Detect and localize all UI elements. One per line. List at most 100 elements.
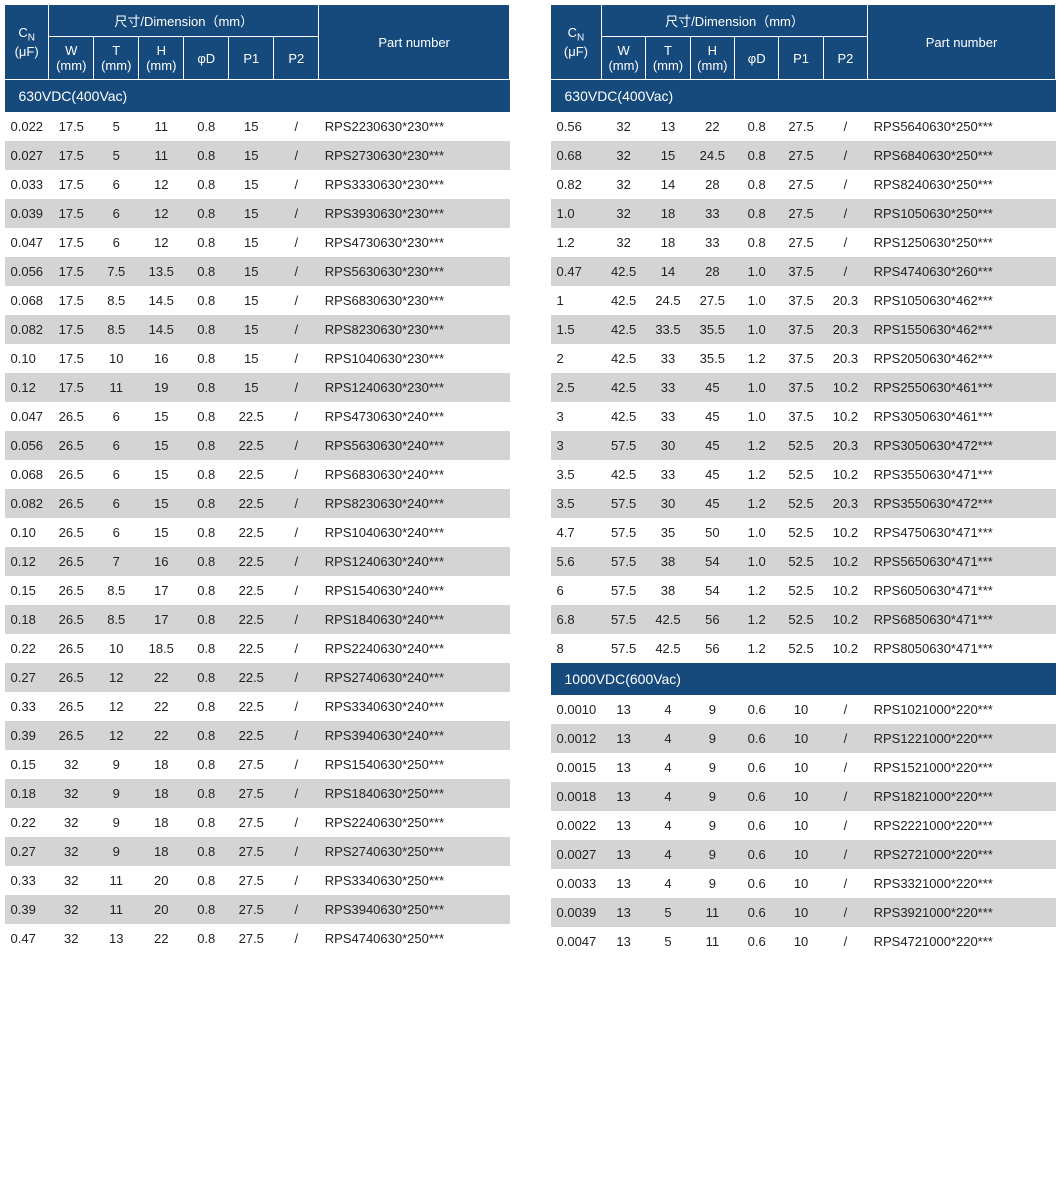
cell-value: / <box>823 898 867 927</box>
cell-value: 0.27 <box>5 837 49 866</box>
cell-value: 33 <box>646 344 690 373</box>
cell-value: 22.5 <box>229 547 274 576</box>
cell-value: 9 <box>94 779 139 808</box>
cell-value: 22.5 <box>229 634 274 663</box>
col-header-cn: CN(μF) <box>5 5 49 80</box>
cell-value: 0.6 <box>735 869 779 898</box>
table-row: 142.524.527.51.037.520.3RPS1050630*462**… <box>551 286 1056 315</box>
cell-value: 22.5 <box>229 721 274 750</box>
cell-value: 7.5 <box>94 257 139 286</box>
cell-value: 27.5 <box>779 112 823 141</box>
cell-value: 27.5 <box>690 286 734 315</box>
cell-value: / <box>823 112 867 141</box>
cell-value: 5 <box>94 141 139 170</box>
cell-value: 20.3 <box>823 489 867 518</box>
cell-part-number: RPS1040630*230*** <box>319 344 510 373</box>
cell-value: 56 <box>690 634 734 663</box>
cell-value: / <box>823 257 867 286</box>
table-row: 1.542.533.535.51.037.520.3RPS1550630*462… <box>551 315 1056 344</box>
cell-part-number: RPS4750630*471*** <box>868 518 1056 547</box>
cell-value: 10.2 <box>823 373 867 402</box>
cell-value: 56 <box>690 605 734 634</box>
cell-value: 27.5 <box>229 750 274 779</box>
cell-value: / <box>274 402 319 431</box>
table-row: 857.542.5561.252.510.2RPS8050630*471*** <box>551 634 1056 663</box>
cell-part-number: RPS3550630*471*** <box>868 460 1056 489</box>
cell-value: 20.3 <box>823 431 867 460</box>
cell-value: 42.5 <box>601 344 645 373</box>
cell-value: 26.5 <box>49 663 94 692</box>
cell-value: 37.5 <box>779 257 823 286</box>
cell-value: 0.8 <box>184 895 229 924</box>
cell-value: 0.8 <box>735 228 779 257</box>
cell-part-number: RPS3940630*240*** <box>319 721 510 750</box>
section-header: 1000VDC(600Vac) <box>551 663 1056 695</box>
cell-value: 0.8 <box>184 373 229 402</box>
table-row: 0.03917.56120.815/RPS3930630*230*** <box>5 199 510 228</box>
cell-value: 0.15 <box>5 576 49 605</box>
cell-value: 15 <box>229 141 274 170</box>
cell-value: 17.5 <box>49 257 94 286</box>
cell-value: 13 <box>601 869 645 898</box>
col-header-cn: CN(μF) <box>551 5 602 80</box>
cell-value: 15 <box>229 228 274 257</box>
table-row: 0.333211200.827.5/RPS3340630*250*** <box>5 866 510 895</box>
cell-value: 17.5 <box>49 141 94 170</box>
cell-part-number: RPS2230630*230*** <box>319 112 510 141</box>
cell-part-number: RPS6830630*230*** <box>319 286 510 315</box>
cell-value: / <box>823 199 867 228</box>
cell-value: 14 <box>646 170 690 199</box>
table-row: 6.857.542.5561.252.510.2RPS6850630*471**… <box>551 605 1056 634</box>
cell-value: 0.68 <box>551 141 602 170</box>
cell-value: 6 <box>94 402 139 431</box>
cell-value: 15 <box>229 286 274 315</box>
table-row: 4.757.535501.052.510.2RPS4750630*471*** <box>551 518 1056 547</box>
cell-value: / <box>274 866 319 895</box>
cell-value: 0.6 <box>735 695 779 724</box>
cell-value: 26.5 <box>49 489 94 518</box>
cell-value: / <box>823 869 867 898</box>
cell-value: 1.2 <box>735 605 779 634</box>
cell-part-number: RPS2721000*220*** <box>868 840 1056 869</box>
cell-value: 15 <box>139 460 184 489</box>
col-header-part-number: Part number <box>868 5 1056 80</box>
cell-value: 28 <box>690 170 734 199</box>
cell-value: 12 <box>94 663 139 692</box>
table-row: 0.002713490.610/RPS2721000*220*** <box>551 840 1056 869</box>
cell-value: 4 <box>646 840 690 869</box>
cell-value: 22.5 <box>229 431 274 460</box>
cell-value: 42.5 <box>601 257 645 286</box>
cell-value: 32 <box>601 228 645 257</box>
cell-value: 15 <box>229 315 274 344</box>
cell-value: 10 <box>94 634 139 663</box>
table-row: 0.18329180.827.5/RPS1840630*250*** <box>5 779 510 808</box>
cell-part-number: RPS1250630*250*** <box>868 228 1056 257</box>
cell-value: 22.5 <box>229 692 274 721</box>
cell-value: 0.8 <box>184 141 229 170</box>
cell-value: 45 <box>690 402 734 431</box>
table-row: 0.001213490.610/RPS1221000*220*** <box>551 724 1056 753</box>
col-header-dim-3: φD <box>735 37 779 80</box>
cell-value: 15 <box>139 518 184 547</box>
table-header: CN(μF)尺寸/Dimension（mm）Part numberW(mm)T(… <box>5 5 510 80</box>
cell-value: 0.47 <box>551 257 602 286</box>
table-row: 0.05626.56150.822.5/RPS5630630*240*** <box>5 431 510 460</box>
col-header-dim-2: H(mm) <box>139 37 184 80</box>
cell-value: 20.3 <box>823 286 867 315</box>
left-tbody: 630VDC(400Vac)0.02217.55110.815/RPS22306… <box>5 80 510 954</box>
col-header-dim-1: T(mm) <box>646 37 690 80</box>
cell-value: 0.056 <box>5 431 49 460</box>
cell-part-number: RPS2550630*461*** <box>868 373 1056 402</box>
cell-value: 0.022 <box>5 112 49 141</box>
cell-value: 0.6 <box>735 927 779 956</box>
cell-part-number: RPS6850630*471*** <box>868 605 1056 634</box>
table-row: 0.1226.57160.822.5/RPS1240630*240*** <box>5 547 510 576</box>
cell-value: 0.0012 <box>551 724 602 753</box>
cell-value: 22.5 <box>229 460 274 489</box>
cell-value: 42.5 <box>601 460 645 489</box>
cell-value: 0.0047 <box>551 927 602 956</box>
cell-value: 15 <box>646 141 690 170</box>
cell-value: 0.33 <box>5 866 49 895</box>
cell-value: 42.5 <box>601 373 645 402</box>
cell-value: 3.5 <box>551 460 602 489</box>
